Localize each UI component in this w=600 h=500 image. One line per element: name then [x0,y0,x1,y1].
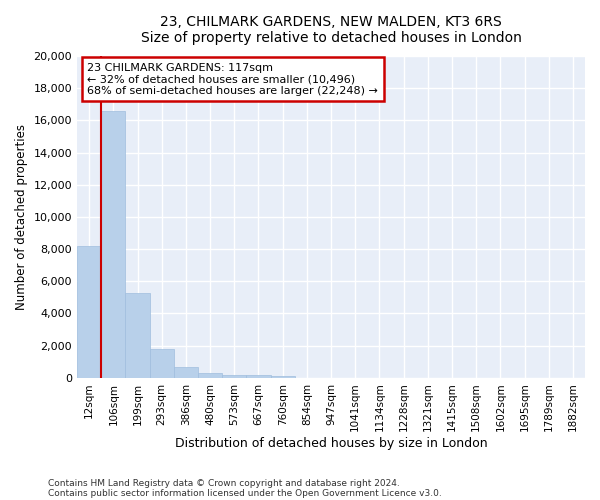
Bar [125,292,149,378]
Text: Contains HM Land Registry data © Crown copyright and database right 2024.: Contains HM Land Registry data © Crown c… [48,478,400,488]
Bar [247,375,271,378]
Bar [149,349,174,378]
Title: 23, CHILMARK GARDENS, NEW MALDEN, KT3 6RS
Size of property relative to detached : 23, CHILMARK GARDENS, NEW MALDEN, KT3 6R… [140,15,521,45]
Bar [101,111,125,378]
X-axis label: Distribution of detached houses by size in London: Distribution of detached houses by size … [175,437,487,450]
Text: Contains public sector information licensed under the Open Government Licence v3: Contains public sector information licen… [48,488,442,498]
Y-axis label: Number of detached properties: Number of detached properties [15,124,28,310]
Bar [222,374,247,378]
Text: 23 CHILMARK GARDENS: 117sqm
← 32% of detached houses are smaller (10,496)
68% of: 23 CHILMARK GARDENS: 117sqm ← 32% of det… [87,62,378,96]
Bar [77,246,101,378]
Bar [174,366,198,378]
Bar [271,376,295,378]
Bar [198,372,222,378]
